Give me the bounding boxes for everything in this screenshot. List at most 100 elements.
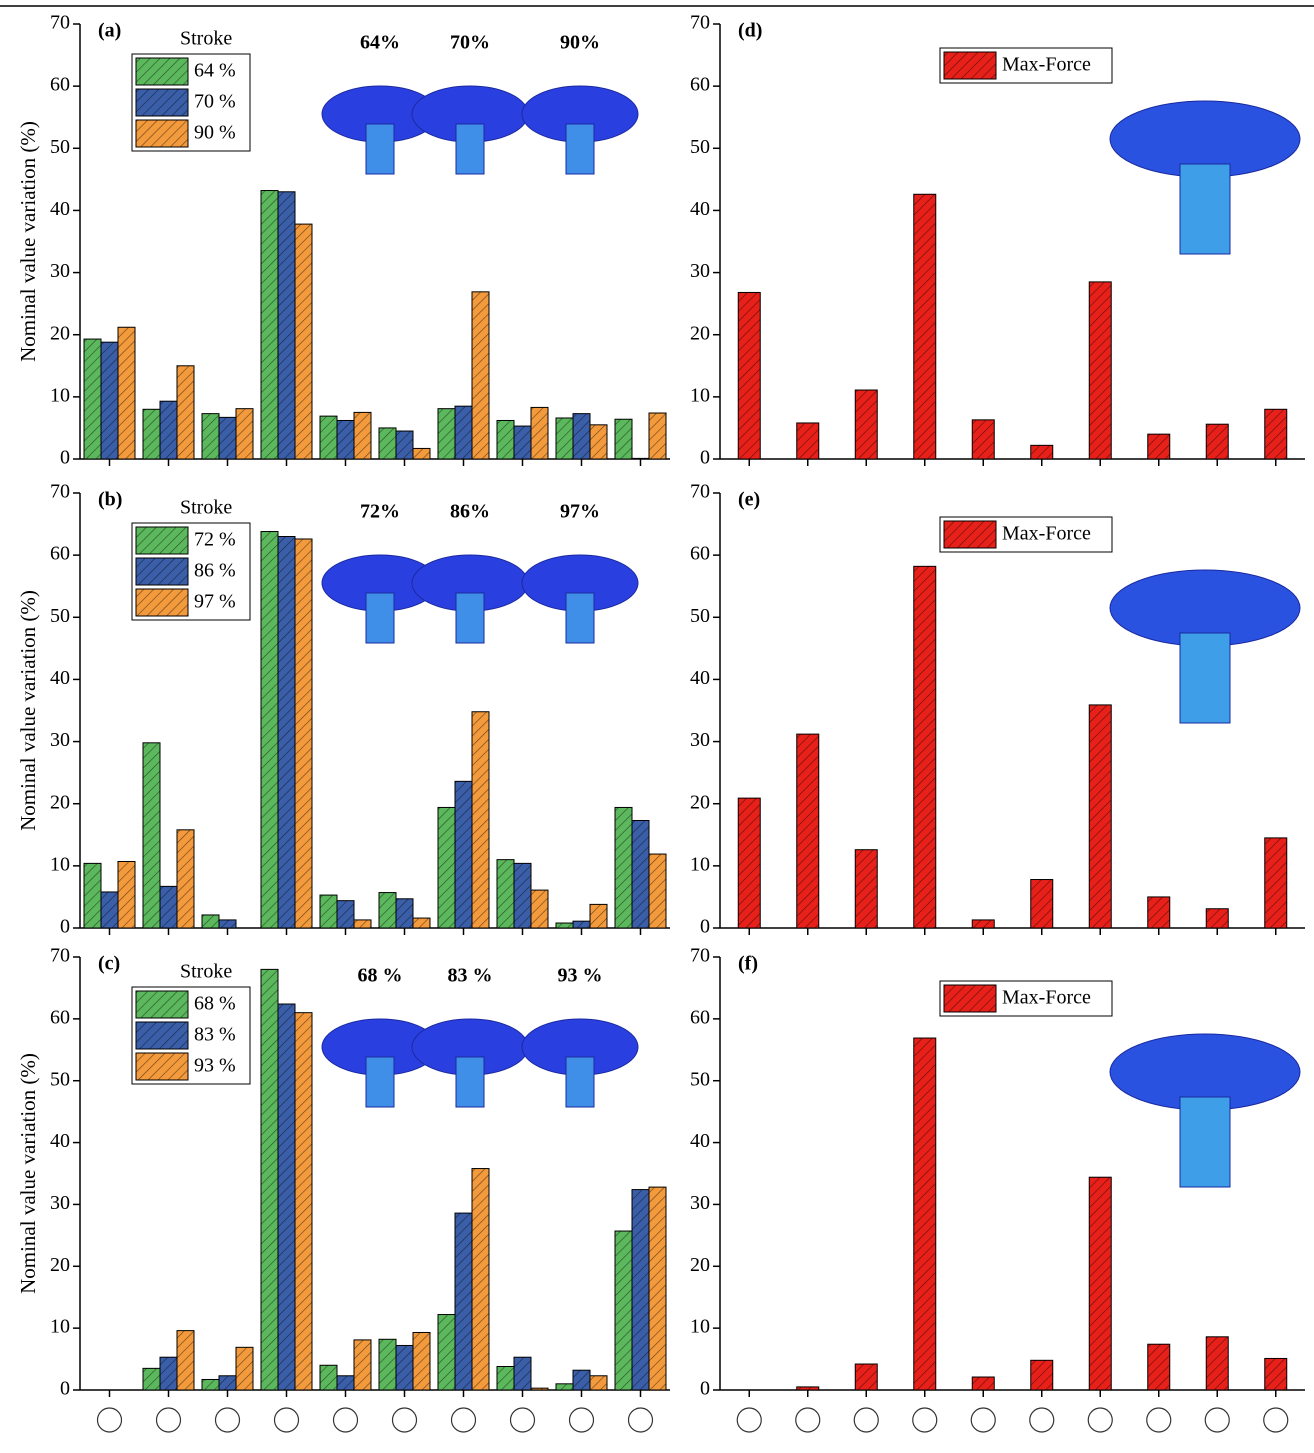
bar (855, 390, 877, 459)
inset-part (456, 1057, 484, 1107)
icon (1147, 1408, 1171, 1432)
bar (914, 566, 936, 928)
icon (275, 1408, 299, 1432)
bar (379, 1339, 396, 1390)
bar (219, 920, 236, 928)
bar (615, 807, 632, 928)
bar (738, 798, 760, 928)
legend-label: 68 % (194, 993, 236, 1015)
bar (590, 904, 607, 928)
y-tick-label: 40 (50, 667, 70, 689)
bar (632, 1190, 649, 1390)
inset-label: 93 % (558, 965, 603, 987)
y-axis-label: Nominal value variation (%) (16, 590, 40, 831)
bar (101, 342, 118, 459)
y-tick-label: 60 (50, 74, 70, 96)
bar (797, 1387, 819, 1390)
y-tick-label: 20 (690, 1254, 710, 1276)
bar (396, 1345, 413, 1390)
bar (354, 412, 371, 459)
y-tick-label: 50 (50, 605, 70, 627)
inset-part (456, 124, 484, 174)
y-tick-label: 50 (50, 1068, 70, 1090)
bar (160, 401, 177, 459)
bar (261, 191, 278, 459)
bar (219, 417, 236, 459)
bar (514, 863, 531, 928)
legend-swatch (944, 52, 996, 79)
bar (84, 863, 101, 928)
bar (143, 743, 160, 928)
bar (1031, 880, 1053, 928)
icon (98, 1408, 122, 1432)
bar (84, 339, 101, 459)
legend-swatch (136, 120, 188, 147)
inset-part (366, 124, 394, 174)
legend-label: 90 % (194, 122, 236, 144)
bar (556, 418, 573, 459)
inset-label: 68 % (358, 965, 403, 987)
inset-part (1180, 1097, 1230, 1187)
legend-swatch (136, 589, 188, 616)
y-tick-label: 0 (60, 1378, 70, 1400)
y-tick-label: 30 (690, 260, 710, 282)
inset-label: 90% (560, 32, 600, 54)
icon (854, 1408, 878, 1432)
y-tick-label: 0 (700, 1378, 710, 1400)
y-tick-label: 50 (50, 136, 70, 158)
y-tick-label: 10 (50, 1316, 70, 1338)
bar (320, 416, 337, 459)
y-tick-label: 20 (690, 791, 710, 813)
bar (472, 292, 489, 459)
legend-label: 86 % (194, 560, 236, 582)
legend-label: Max-Force (1002, 987, 1091, 1009)
legend-label: 64 % (194, 60, 236, 82)
bar (632, 458, 649, 459)
bar (1206, 909, 1228, 928)
y-tick-label: 20 (50, 1254, 70, 1276)
y-tick-label: 30 (50, 1192, 70, 1214)
inset-part (366, 593, 394, 643)
y-tick-label: 10 (690, 853, 710, 875)
bar (1148, 897, 1170, 928)
bar (855, 850, 877, 928)
bar (556, 1384, 573, 1390)
legend-swatch (136, 1053, 188, 1080)
y-tick-label: 50 (690, 1068, 710, 1090)
legend-label: 72 % (194, 529, 236, 551)
icon (1264, 1408, 1288, 1432)
bar (202, 414, 219, 459)
bar (396, 899, 413, 928)
bar (455, 1213, 472, 1390)
icon (913, 1408, 937, 1432)
legend-swatch (136, 89, 188, 116)
bar (573, 921, 590, 928)
legend-title: Stroke (180, 961, 232, 983)
legend-swatch (136, 1022, 188, 1049)
bar (413, 1332, 430, 1390)
y-tick-label: 30 (50, 729, 70, 751)
y-tick-label: 10 (690, 1316, 710, 1338)
y-tick-label: 30 (690, 1192, 710, 1214)
icon (1205, 1408, 1229, 1432)
legend-label: 70 % (194, 91, 236, 113)
bar (1265, 409, 1287, 459)
bar (354, 1340, 371, 1390)
inset-label: 86% (450, 501, 490, 523)
bar (573, 414, 590, 459)
bar (438, 807, 455, 928)
bar (1148, 1344, 1170, 1390)
bar (472, 712, 489, 928)
bar (261, 532, 278, 928)
bar (497, 860, 514, 928)
y-tick-label: 50 (690, 136, 710, 158)
bar (738, 292, 760, 459)
y-tick-label: 30 (690, 729, 710, 751)
bar (413, 448, 430, 459)
legend-label: Max-Force (1002, 54, 1091, 76)
bar (379, 893, 396, 928)
bar (396, 431, 413, 459)
bar (337, 1376, 354, 1390)
inset-part (366, 1057, 394, 1107)
y-axis-label: Nominal value variation (%) (16, 121, 40, 362)
